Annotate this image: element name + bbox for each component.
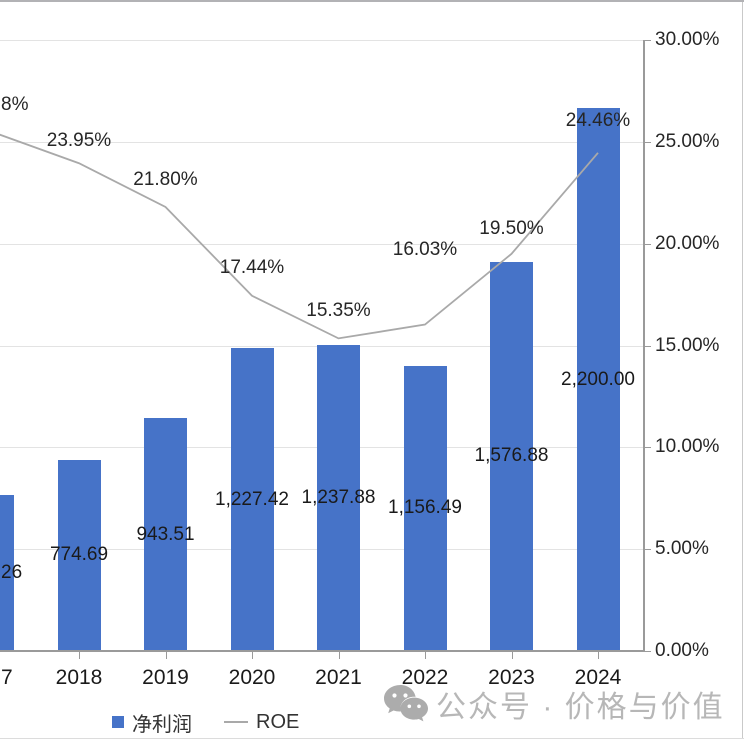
bottom-divider	[0, 738, 744, 739]
watermark-text: 公众号 · 价格与价值	[436, 691, 725, 724]
roe-value-label: 15.35%	[306, 300, 371, 322]
y-axis-tick-label: 20.00%	[655, 232, 720, 254]
y-axis-tick	[645, 243, 651, 245]
y-axis-tick-label: 5.00%	[655, 538, 709, 560]
legend-label-roe: ROE	[256, 710, 300, 733]
bar-value-label: 1,156.49	[388, 497, 462, 519]
y-axis-tick	[645, 549, 651, 551]
bar-value-label: 1,227.42	[215, 488, 289, 510]
x-axis-tick	[338, 652, 340, 659]
x-axis-tick	[79, 652, 80, 659]
year-label: 2024	[574, 666, 622, 689]
bar-2018	[57, 459, 101, 651]
gridline	[0, 40, 643, 41]
year-label: 2021	[315, 666, 362, 689]
legend-label-net-profit: 净利润	[132, 713, 192, 736]
year-label: 2020	[228, 666, 276, 689]
y-axis-tick-label: 10.00%	[655, 436, 720, 458]
bar-2019	[144, 418, 187, 651]
net-profit-swatch-icon	[112, 716, 124, 728]
right-y-axis-line	[643, 40, 645, 652]
x-axis-tick	[598, 652, 599, 659]
bar-value-label: 1,237.88	[301, 487, 376, 509]
roe-value-label: 17.44%	[219, 256, 285, 278]
wechat-icon	[384, 685, 428, 722]
year-label: 2019	[142, 666, 189, 689]
bar-2020	[230, 348, 274, 651]
y-axis-tick-label: 25.00%	[655, 130, 720, 152]
bar-2021	[317, 345, 360, 651]
gridline	[0, 243, 643, 245]
watermark: 公众号 · 价格与价值	[383, 682, 725, 726]
roe-value-label: 21.80%	[133, 169, 198, 190]
x-axis-line	[0, 650, 643, 652]
legend-item-net-profit[interactable]: 净利润	[112, 705, 192, 739]
roe-value-label: 16.03%	[392, 238, 458, 260]
bar-value-label: 1,576.88	[474, 445, 549, 467]
roe-value-label: 23.95%	[46, 130, 112, 152]
year-label: 7	[1, 666, 13, 689]
year-label: 2018	[55, 666, 103, 689]
y-axis-tick	[645, 40, 651, 41]
y-axis-tick	[645, 651, 651, 652]
year-label: 2023	[488, 666, 535, 689]
bar-2022	[403, 365, 447, 651]
right-border	[742, 2, 743, 738]
year-label: 2022	[401, 666, 449, 689]
bar-value-label: 26	[1, 561, 23, 583]
x-axis-tick	[425, 652, 426, 659]
y-axis-tick-label: 0.00%	[655, 640, 709, 661]
legend: 净利润 ROE	[0, 705, 744, 739]
bar-2017	[0, 494, 14, 651]
legend-item-roe[interactable]: ROE	[224, 705, 299, 739]
roe-value-label: 24.46%	[565, 109, 631, 131]
bar-value-label: 943.51	[136, 523, 195, 545]
roe-line-swatch-icon	[224, 721, 248, 723]
roe-value-label: 8%	[1, 94, 29, 116]
roe-value-label: 19.50%	[479, 217, 544, 239]
x-axis-tick	[252, 652, 253, 659]
x-axis-tick	[511, 652, 513, 659]
bar-value-label: 774.69	[49, 544, 109, 566]
y-axis-tick-label: 15.00%	[655, 334, 720, 356]
x-axis-tick	[165, 652, 167, 659]
y-axis-tick	[645, 447, 651, 449]
y-axis-tick-label: 30.00%	[655, 29, 720, 50]
y-axis-tick	[645, 141, 651, 143]
y-axis-tick	[645, 345, 651, 347]
bar-value-label: 2,200.00	[561, 368, 635, 390]
top-border	[0, 0, 744, 2]
